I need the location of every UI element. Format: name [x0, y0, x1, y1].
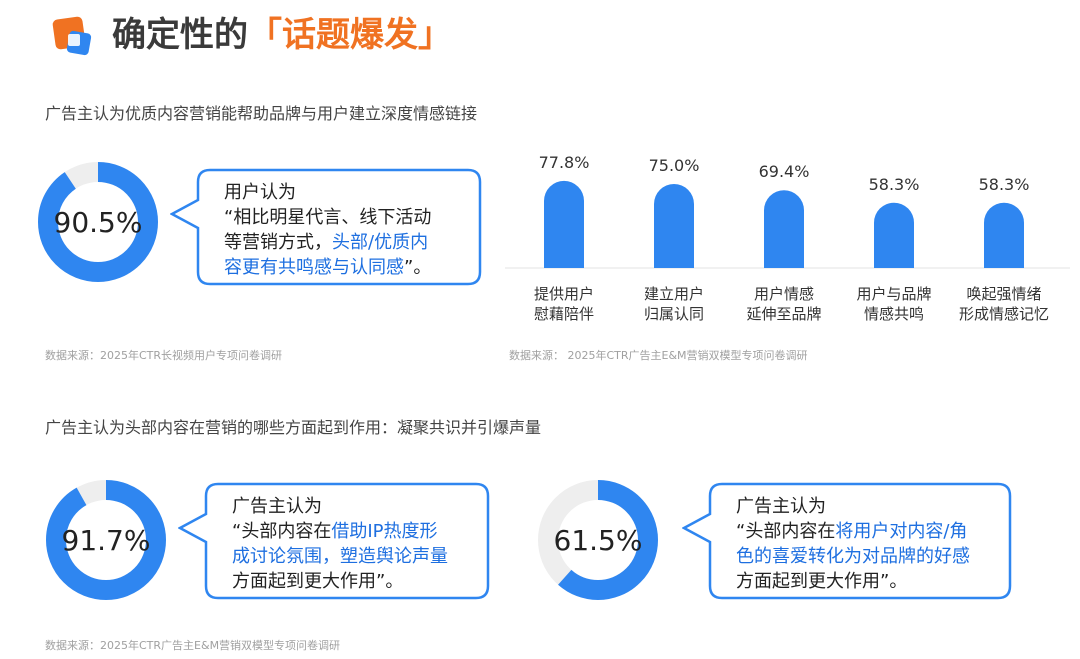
donut-value-label: 91.7% [61, 523, 151, 557]
donut-chart-61: 61.5% [536, 478, 660, 602]
callout-text: 广告主认为 “头部内容在将用户对内容/角 色的喜爱转化为对品牌的好感 方面起到更… [736, 494, 1006, 594]
bar-category-label: 提供用户 慰藉陪伴 [533, 285, 594, 323]
callout-line: ”。 [404, 257, 432, 278]
callout-text: 用户认为 “相比明星代言、线下活动 等营销方式，头部/优质内 容更有共鸣感与认同… [224, 180, 474, 280]
bar-3 [764, 190, 804, 268]
donut-chart-90: 90.5% [36, 160, 160, 284]
bar-5 [984, 202, 1024, 268]
callout-frame [170, 168, 482, 286]
donut-svg [38, 162, 158, 282]
callout-highlight: 色的喜爱转化为对品牌的好感 [736, 546, 970, 567]
donut-arc [46, 480, 166, 600]
callout-line: 等营销方式， [224, 232, 332, 253]
donut-value-label: 90.5% [53, 205, 143, 239]
bar-chart-svg [505, 180, 1070, 269]
callout-line: 广告主认为 [232, 496, 322, 517]
callout-highlight: 容更有共鸣感与认同感 [224, 257, 404, 278]
source-note-bottom: 数据来源：2025年CTR广告主E&M营销双模型专项问卷调研 [45, 639, 341, 652]
donut-arc [538, 480, 658, 600]
section2-title: 广告主认为头部内容在营销的哪些方面起到作用：凝聚共识并引爆声量 [45, 418, 542, 437]
bar-1 [544, 180, 584, 268]
source-note-right: 数据来源： 2025年CTR广告主E&M营销双模型专项问卷调研 [509, 349, 808, 362]
bar-category-label: 唤起强情绪 形成情感记忆 [958, 285, 1049, 323]
callout-frame [178, 482, 490, 600]
callout-text: 广告主认为 “头部内容在借助IP热度形 成讨论氛围，塑造舆论声量 方面起到更大作… [232, 494, 482, 594]
bar-value-label: 58.3% [978, 174, 1030, 194]
donut-value-label: 61.5% [553, 523, 643, 557]
bar-category-label: 建立用户 归属认同 [643, 285, 704, 323]
callout-highlight: 成讨论氛围，塑造舆论声量 [232, 546, 448, 567]
callout-line: “头部内容在 [736, 521, 836, 542]
callout-frame [682, 482, 1012, 600]
bar-4 [874, 202, 914, 268]
callout-line: “相比明星代言、线下活动 [224, 207, 432, 228]
callout-highlight: 头部/优质内 [332, 232, 429, 253]
brand-logo-icon [52, 16, 92, 56]
bar-value-label: 77.8% [538, 152, 590, 172]
donut-chart-91: 91.7% [44, 478, 168, 602]
bar-value-label: 58.3% [868, 174, 920, 194]
bar-2 [654, 184, 694, 268]
donut-arc [38, 162, 158, 282]
callout-line: “头部内容在 [232, 521, 332, 542]
callout-line: 广告主认为 [736, 496, 826, 517]
bar-value-label: 69.4% [758, 162, 810, 182]
page-title: 确定性的「话题爆发」 [112, 10, 452, 60]
callout-line: 方面起到更大作用”。 [736, 571, 908, 592]
bar-category-label: 用户与品牌 情感共鸣 [856, 285, 932, 323]
bar-value-label: 75.0% [648, 156, 700, 175]
bar-chart: 77.8% 提供用户 慰藉陪伴 75.0% 建立用户 归属认同 69.4% 用户情感 延伸至品牌… [505, 140, 1070, 340]
callout-line: 用户认为 [224, 182, 296, 203]
callout-bubble-right: 广告主认为 “头部内容在将用户对内容/角 色的喜爱转化为对品牌的好感 方面起到更… [682, 482, 1012, 600]
callout-highlight: 将用户对内容/角 [835, 521, 968, 542]
donut-svg [538, 480, 658, 600]
title-highlight: 「话题爆发」 [248, 15, 452, 55]
bar-category-label: 用户情感 延伸至品牌 [746, 285, 822, 323]
callout-bubble-left: 广告主认为 “头部内容在借助IP热度形 成讨论氛围，塑造舆论声量 方面起到更大作… [178, 482, 490, 600]
title-prefix: 确定性的 [112, 15, 248, 55]
donut-svg [46, 480, 166, 600]
section1-title: 广告主认为优质内容营销能帮助品牌与用户建立深度情感链接 [45, 104, 478, 123]
callout-line: 方面起到更大作用”。 [232, 571, 404, 592]
callout-bubble-user: 用户认为 “相比明星代言、线下活动 等营销方式，头部/优质内 容更有共鸣感与认同… [170, 168, 482, 286]
source-note-left: 数据来源：2025年CTR长视频用户专项问卷调研 [45, 349, 283, 362]
callout-highlight: 借助IP热度形 [331, 521, 438, 542]
